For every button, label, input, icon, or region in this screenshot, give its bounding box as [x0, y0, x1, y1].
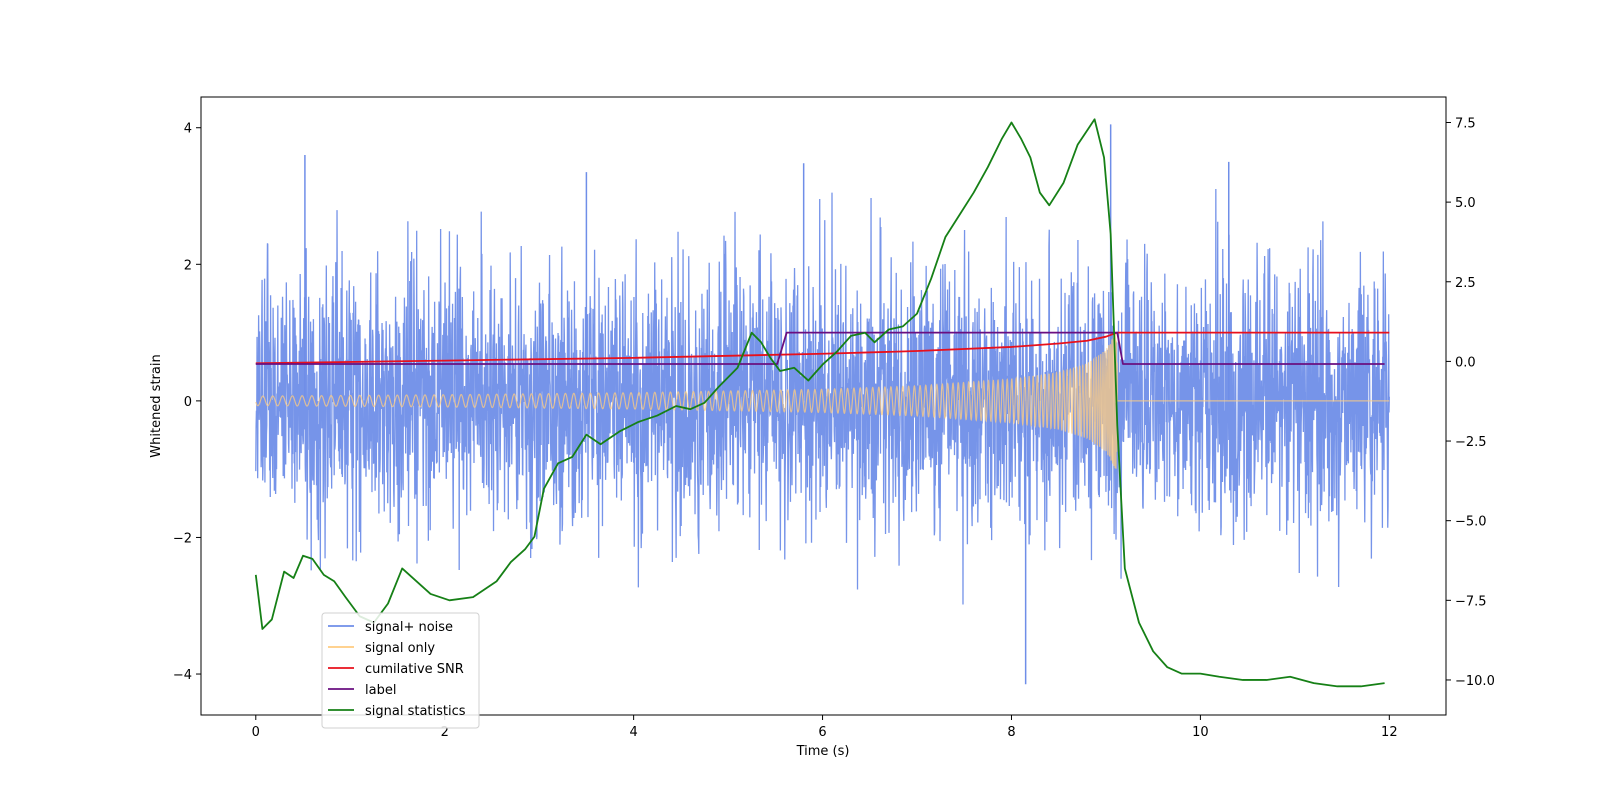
x-tick-label-4: 8: [1007, 725, 1015, 740]
legend: signal+ noise signal only cumilative SNR la…: [321, 612, 480, 729]
y-tick-label-2: 0: [184, 395, 192, 410]
y2-tick-label-7: 7.5: [1455, 116, 1476, 131]
y2-tick-label-6: 5.0: [1455, 196, 1476, 211]
series-signal-noise: [255, 188, 1390, 605]
x-tick-label-6: 12: [1381, 725, 1398, 740]
x-axis: 0 2 4 6 8 10 12: [252, 715, 1398, 740]
y-tick-label-1: −2: [173, 531, 192, 546]
x-axis-label: Time (s): [796, 744, 850, 759]
y2-tick-label-3: −2.5: [1455, 435, 1487, 450]
y2-tick-label-1: −7.5: [1455, 594, 1487, 609]
x-tick-label-2: 4: [629, 725, 637, 740]
series-label: [255, 331, 1385, 365]
y2-tick-label-2: −5.0: [1455, 515, 1487, 530]
legend-box: [321, 612, 480, 729]
legend-label-4: signal statistics: [365, 704, 466, 719]
series-signal-statistics: [254, 118, 1385, 688]
y-tick-label-0: −4: [173, 668, 192, 683]
legend-label-3: label: [365, 683, 396, 698]
series-signal-only: [255, 333, 1390, 469]
y2-tick-label-4: 0.0: [1455, 355, 1476, 370]
series-cumulative-snr: [255, 331, 1390, 365]
y-axis-right: −10.0 −7.5 −5.0 −2.5 0.0 2.5 5.0 7.5: [1446, 116, 1495, 689]
x-tick-label-1: 2: [441, 725, 449, 740]
y2-tick-label-5: 2.5: [1455, 276, 1476, 291]
legend-label-1: signal only: [365, 641, 435, 656]
y-tick-label-4: 4: [184, 122, 192, 137]
y-axis-left: −4 −2 0 2 4: [173, 122, 201, 683]
y-axis-label: Whitened strain: [149, 354, 164, 457]
x-tick-label-3: 6: [818, 725, 826, 740]
x-tick-label-0: 0: [252, 725, 260, 740]
plot-frame: [200, 96, 1447, 716]
legend-label-2: cumilative SNR: [365, 662, 464, 677]
y2-tick-label-0: −10.0: [1455, 674, 1495, 689]
legend-label-0: signal+ noise: [365, 620, 453, 635]
x-tick-label-5: 10: [1192, 725, 1209, 740]
y-tick-label-3: 2: [184, 258, 192, 273]
series-layer: [254, 118, 1390, 688]
